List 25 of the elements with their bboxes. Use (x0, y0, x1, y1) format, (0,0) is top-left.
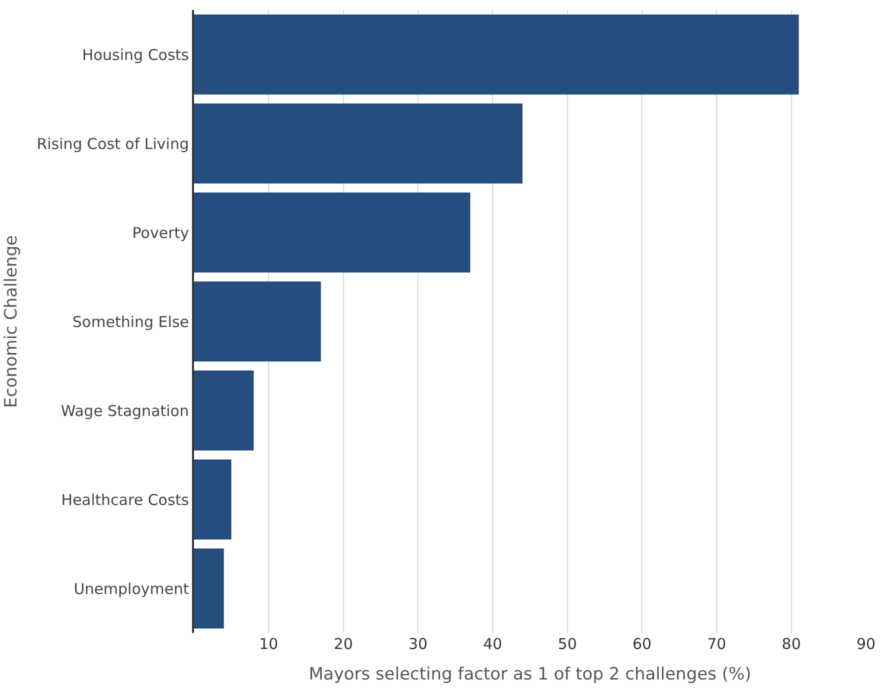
x-tick-label: 10 (259, 635, 278, 653)
x-tick-label: 70 (707, 635, 726, 653)
bar (194, 192, 470, 273)
x-tick-label: 60 (632, 635, 652, 653)
x-tick-label: 20 (334, 635, 353, 653)
x-tick-label: 40 (483, 635, 502, 653)
x-tick-label: 90 (856, 635, 876, 653)
bar (194, 548, 224, 629)
bar (194, 370, 254, 451)
y-tick-label: Unemployment (74, 580, 190, 598)
bar (194, 281, 321, 362)
bar (194, 14, 799, 95)
y-tick-label: Housing Costs (82, 46, 190, 64)
y-tick-label: Healthcare Costs (61, 490, 190, 509)
y-axis-title: Economic Challenge (2, 235, 22, 408)
x-tick-label: 50 (558, 635, 577, 653)
y-tick-label: Rising Cost of Living (36, 134, 189, 153)
y-tick-label: Poverty (132, 224, 190, 242)
x-axis-title: Mayors selecting factor as 1 of top 2 challenges (%) (308, 664, 752, 684)
bar (194, 459, 232, 540)
y-tick-label: Wage Stagnation (60, 402, 189, 420)
x-tick-label: 30 (408, 635, 428, 653)
x-tick-label: 80 (782, 635, 801, 653)
bar (194, 103, 523, 184)
y-tick-label: Something Else (72, 312, 189, 331)
